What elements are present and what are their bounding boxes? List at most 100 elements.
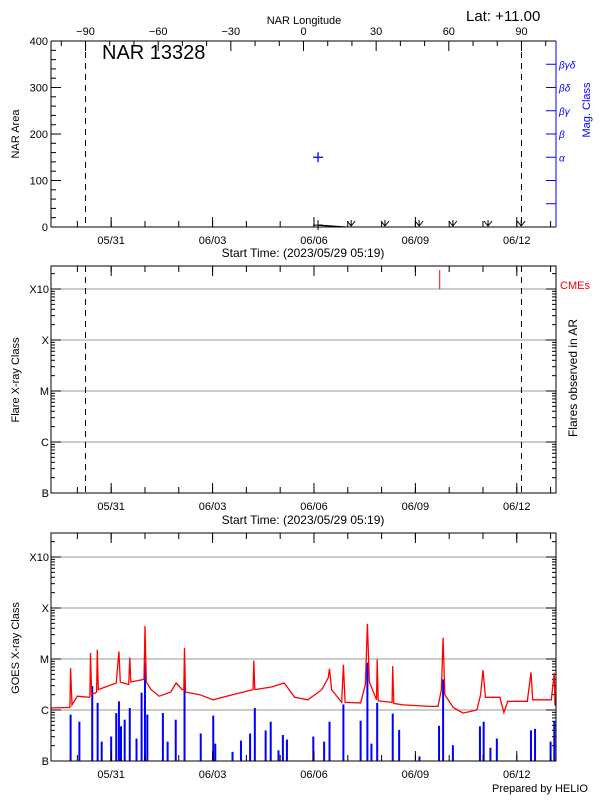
nar-missing-marker [380,220,390,227]
goes-short-spike [119,726,122,761]
goes-short-spike [359,720,362,761]
longitude-tick-label: −90 [76,26,95,38]
goes-short-spike [253,707,256,761]
goes-short-spike [143,662,146,761]
goes-short-spike [553,721,556,761]
goes-short-spike [323,741,326,761]
goes-short-spike [451,745,454,761]
goes-short-spike [529,730,532,761]
goes-short-spike [78,721,81,761]
x-tick-label: 06/12 [503,769,531,781]
goes-short-spike [135,738,138,761]
nar-missing-marker [483,220,493,227]
goes-short-spike [100,741,103,761]
p1-ylabel: NAR Area [10,109,22,159]
top-axis-label: NAR Longitude [267,15,342,27]
x-tick-label: 06/09 [402,235,430,247]
x-tick-label: 06/09 [402,769,430,781]
goes-short-spike [264,730,267,761]
goes-short-spike [96,702,99,761]
x-tick-label: 06/03 [199,501,227,513]
longitude-tick-label: −30 [222,26,241,38]
goes-short-spike [249,733,252,761]
y-tick-label: B [42,488,49,500]
nar-missing-marker [414,220,424,227]
y-tick-label: X [42,603,50,615]
x-tick-label: 05/31 [97,501,125,513]
x-tick-label: 06/06 [300,235,328,247]
y-tick-label: M [40,386,49,398]
goes-short-spike [438,725,441,761]
goes-short-spike [328,721,331,761]
y-tick-label: 200 [30,129,48,141]
y-tick-label: X10 [29,552,49,564]
x-tick-label: 06/12 [503,501,531,513]
y-tick-label: B [42,756,49,768]
mag-class-tick-label: β [558,130,565,141]
x-tick-label: 06/03 [199,235,227,247]
x-tick-label: 06/03 [199,769,227,781]
p1-xlabel: Start Time: (2023/05/29 05:19) [222,246,385,260]
p2-ylabel: Flare X-ray Class [10,337,22,422]
mag-class-tick-label: α [559,153,565,164]
goes-short-spike [214,743,217,761]
goes-short-spike [269,721,272,761]
cme-label: CMEs [560,280,590,292]
y-tick-label: X [42,335,50,347]
x-tick-label: 06/06 [300,501,328,513]
goes-short-spike [370,743,373,761]
longitude-tick-label: 60 [443,26,455,38]
panel-3-frame [50,532,557,762]
goes-short-spike [342,704,345,761]
p2-xlabel: Start Time: (2023/05/29 05:19) [222,513,385,527]
y-tick-label: C [41,705,49,717]
goes-short-spike [391,713,394,761]
goes-short-spike [366,662,369,761]
goes-short-spike [199,733,202,761]
longitude-tick-label: −60 [149,26,168,38]
goes-short-spike [442,679,445,761]
goes-short-spike [277,750,280,761]
y-tick-label: C [41,437,49,449]
longitude-tick-label: 0 [300,26,306,38]
goes-short-spike [398,729,401,761]
p2-right-label: Flares observed in AR [566,319,580,437]
goes-short-spike [140,692,143,761]
y-tick-label: M [40,654,49,666]
goes-short-spike [376,702,379,761]
p3-ylabel: GOES X-ray Class [10,602,22,694]
y-tick-label: 100 [30,176,48,188]
x-tick-label: 06/12 [503,235,531,247]
nar-missing-marker [516,220,526,227]
mag-class-tick-label: βγ [558,107,571,118]
goes-short-spike [123,719,126,761]
goes-long-line [50,623,557,715]
credit-label: Prepared by HELIO [492,783,588,795]
goes-short-spike [161,713,164,761]
region-title: NAR 13328 [102,42,205,64]
goes-short-spike [166,741,169,761]
goes-short-spike [495,738,498,761]
goes-short-spike [281,734,284,761]
goes-short-spike [231,751,234,761]
y-tick-label: X10 [29,284,49,296]
goes-short-spike [183,680,186,761]
nar-area-point [313,220,324,231]
goes-short-spike [478,726,481,761]
x-tick-label: 06/09 [402,501,430,513]
goes-short-spike [418,756,421,761]
x-tick-label: 05/31 [97,235,125,247]
goes-short-spike [239,740,242,761]
goes-short-spike [69,714,72,761]
x-tick-label: 06/06 [300,769,328,781]
p1-right-label: Mag. Class [581,82,593,138]
goes-short-spike [549,741,552,761]
latitude-label: Lat: +11.00 [466,8,540,25]
goes-short-spike [110,736,113,761]
nar-missing-marker [448,220,458,227]
y-tick-label: 300 [30,83,48,95]
goes-short-spike [489,747,492,761]
goes-short-spike [482,721,485,761]
panel-2-frame [50,265,557,494]
